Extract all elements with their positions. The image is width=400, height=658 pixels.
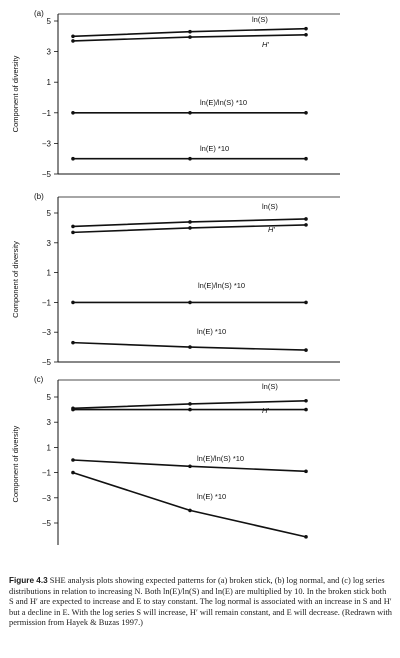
y-tick-label: −7	[42, 544, 52, 545]
y-tick-label: 5	[47, 209, 52, 218]
panel-label: (c)	[34, 375, 44, 384]
data-point	[71, 458, 75, 462]
data-point	[188, 35, 192, 39]
data-point	[188, 464, 192, 469]
data-point	[71, 340, 75, 345]
y-axis-label: Component of diversity	[11, 55, 20, 132]
data-point	[304, 469, 308, 474]
y-tick-label: −5	[42, 358, 52, 367]
series-label: ln(E) *10	[200, 144, 229, 153]
series-label: ln(E)/ln(S) *10	[200, 98, 247, 107]
data-point	[188, 111, 192, 115]
y-tick-label: −3	[42, 328, 52, 337]
series-label: ln(E)/ln(S) *10	[197, 454, 244, 463]
data-point	[304, 26, 308, 31]
data-point	[188, 29, 192, 34]
data-point	[304, 156, 308, 161]
figure-caption-text: SHE analysis plots showing expected patt…	[9, 576, 392, 628]
series-line	[72, 471, 307, 538]
data-point	[71, 407, 75, 412]
series-label: H′	[262, 40, 269, 49]
data-point	[304, 223, 308, 227]
data-point	[71, 156, 75, 161]
data-point	[188, 402, 192, 406]
data-point	[188, 220, 192, 224]
series-label: ln(S)	[262, 382, 278, 391]
y-tick-label: 5	[47, 393, 52, 402]
data-point	[188, 345, 192, 349]
y-tick-label: −3	[42, 139, 52, 148]
data-point	[71, 34, 75, 39]
data-point	[304, 407, 308, 412]
y-tick-label: 5	[47, 17, 52, 26]
series-label: H′	[262, 406, 269, 415]
data-point	[188, 508, 192, 513]
data-point	[71, 300, 75, 305]
series-label: ln(E) *10	[197, 492, 226, 501]
series-label: H′	[268, 225, 275, 234]
y-tick-label: 1	[47, 78, 52, 87]
series-label: ln(S)	[252, 15, 268, 24]
data-point	[188, 226, 192, 230]
y-tick-label: −3	[42, 494, 52, 503]
series-label: ln(E) *10	[197, 327, 226, 336]
data-point	[71, 111, 75, 115]
data-point	[71, 224, 75, 229]
y-tick-label: 3	[47, 418, 52, 427]
series-label: ln(S)	[262, 202, 278, 211]
y-tick-label: −5	[42, 170, 52, 179]
data-point	[188, 300, 192, 305]
data-point	[304, 300, 308, 305]
data-point	[304, 398, 308, 403]
y-tick-label: 1	[47, 443, 52, 452]
y-tick-label: 3	[47, 239, 52, 248]
figure-caption: Figure 4.3 SHE analysis plots showing ex…	[9, 576, 393, 629]
y-tick-label: −1	[42, 469, 52, 478]
panel-label: (b)	[34, 192, 44, 201]
y-tick-label: 1	[47, 269, 52, 278]
data-point	[188, 407, 192, 412]
y-tick-label: −5	[42, 519, 52, 528]
series-label: ln(E)/ln(S) *10	[198, 281, 245, 290]
data-point	[304, 217, 308, 221]
y-tick-label: −1	[42, 298, 52, 307]
data-point	[304, 32, 308, 37]
data-point	[71, 230, 75, 235]
panel-label: (a)	[34, 9, 44, 18]
data-point	[71, 470, 75, 475]
data-point	[304, 348, 308, 352]
data-point	[71, 39, 75, 43]
data-point	[188, 156, 192, 161]
y-axis-label: Component of diversity	[11, 241, 20, 318]
figure-caption-label: Figure 4.3	[9, 576, 48, 585]
y-tick-label: 3	[47, 48, 52, 57]
y-axis-label: Component of diversity	[11, 425, 20, 502]
data-point	[304, 535, 308, 539]
y-tick-label: −1	[42, 109, 52, 118]
data-point	[304, 111, 308, 115]
